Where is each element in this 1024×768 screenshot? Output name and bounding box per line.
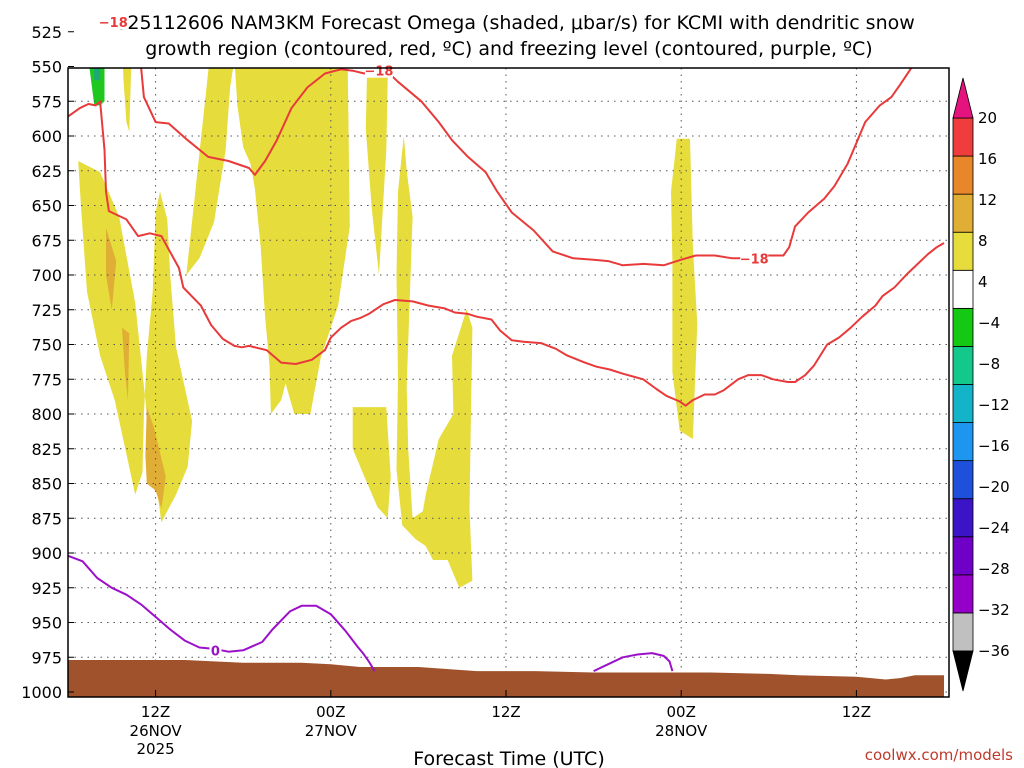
plot-frame: [67, 67, 950, 698]
colorbar-tick-label: 12: [978, 191, 997, 209]
dgz-contour-0: [140, 68, 913, 267]
xtick-date-label: 26NOV: [130, 722, 183, 740]
omega-region-0: [78, 161, 193, 523]
ytick-label-800: 800: [31, 405, 62, 424]
colorbar-under-arrow: [952, 650, 974, 692]
xtick-label: 00Z: [667, 703, 696, 721]
xtick-label: 12Z: [491, 703, 520, 721]
colorbar-bin: [952, 536, 974, 576]
colorbar-bin: [952, 307, 974, 347]
colorbar-tick-label: 4: [978, 273, 988, 291]
colorbar-tick-label: 16: [978, 150, 997, 168]
ytick-label-975: 975: [31, 648, 62, 667]
dgz-label-bg: [740, 250, 769, 266]
ytick-label-525: 525: [31, 23, 62, 42]
ytick-label-725: 725: [31, 301, 62, 320]
ytick-label-925: 925: [31, 579, 62, 598]
colorbar-bin: [952, 422, 974, 462]
colorbar: 20 16 12 8 4 −4 −8 −12 −16 −20 −24 −28 −32 −36: [952, 77, 1010, 692]
credit-link[interactable]: coolwx.com/models: [865, 746, 1013, 764]
y-axis: 525 550 575 600 625 650 675 700 725 750 775 800 825 8…: [21, 23, 74, 702]
omega-region-3: [365, 68, 388, 275]
ytick-label-825: 825: [31, 440, 62, 459]
xtick-year-label: 2025: [137, 740, 175, 758]
colorbar-tick-label: −20: [978, 478, 1010, 496]
omega-region-8: [122, 327, 130, 401]
dgz-contour-label: −18: [99, 16, 128, 31]
ytick-label-650: 650: [31, 197, 62, 216]
ytick-label-550: 550: [31, 58, 62, 77]
ytick-label-775: 775: [31, 370, 62, 389]
colorbar-tick-label: 20: [978, 109, 997, 127]
colorbar-tick-label: 8: [978, 232, 988, 250]
ytick-label-575: 575: [31, 92, 62, 111]
contour-label-layer: −18 −18 −18 0: [99, 14, 769, 659]
ytick-label-850: 850: [31, 475, 62, 494]
freezing-contour-label: 0: [211, 644, 220, 659]
ytick-label-675: 675: [31, 231, 62, 250]
colorbar-over-arrow: [952, 77, 974, 119]
colorbar-tick-label: −36: [978, 642, 1010, 660]
title-line-1: 2025112606 NAM3KM Forecast Omega (shaded…: [103, 12, 915, 34]
ytick-label-875: 875: [31, 509, 62, 528]
colorbar-bin: [952, 384, 974, 423]
grid-layer: [68, 68, 949, 697]
xtick-date-label: 27NOV: [305, 722, 358, 740]
dgz-label-bg: [364, 62, 393, 78]
colorbar-tick-label: −32: [978, 601, 1010, 619]
freezing-label-bg: [209, 642, 222, 658]
freezing-contour-1: [593, 652, 674, 673]
colorbar-bin: [952, 155, 974, 195]
omega-region-7: [106, 227, 117, 310]
colorbar-tick-label: −4: [978, 314, 1000, 332]
colorbar-bin: [952, 346, 974, 385]
colorbar-tick-label: −16: [978, 437, 1010, 455]
omega-region-9: [145, 407, 166, 509]
xtick-label: 12Z: [141, 703, 170, 721]
ytick-label-600: 600: [31, 127, 62, 146]
colorbar-bin: [952, 117, 974, 157]
colorbar-bin: [952, 574, 974, 614]
colorbar-bin: [952, 269, 974, 309]
dgz-contour-label: −18: [740, 252, 769, 267]
colorbar-tick-label: −28: [978, 560, 1010, 578]
omega-region-5: [396, 136, 473, 588]
colorbar-bin: [952, 231, 974, 271]
title-line-2: growth region (contoured, red, ºC) and f…: [145, 38, 872, 60]
dgz-label-bg: [99, 14, 128, 30]
colorbar-tick-label: −24: [978, 519, 1010, 537]
omega-region-11: [89, 68, 105, 106]
colorbar-bin: [952, 193, 974, 233]
contour-layer: [68, 68, 945, 673]
x-axis-label: Forecast Time (UTC): [413, 748, 604, 768]
terrain-layer: [68, 660, 944, 697]
dgz-contour-1: [68, 100, 945, 407]
xtick-label: 00Z: [316, 703, 345, 721]
omega-region-2: [186, 68, 350, 414]
terrain-fill: [68, 660, 944, 697]
ytick-label-700: 700: [31, 266, 62, 285]
freezing-contour-0: [68, 554, 376, 672]
xtick-date-label: 28NOV: [655, 722, 708, 740]
ytick-label-625: 625: [31, 162, 62, 181]
dgz-contour-label: −18: [364, 65, 393, 80]
omega-shading-layer: [78, 68, 698, 588]
colorbar-bin: [952, 612, 974, 652]
plot-area: −18 −18 −18 0: [67, 14, 950, 698]
colorbar-bin: [952, 460, 974, 500]
omega-region-1: [123, 68, 132, 132]
omega-region-6: [671, 138, 698, 440]
colorbar-bin: [952, 498, 974, 538]
colorbar-tick-label: −8: [978, 355, 1000, 373]
ytick-label-900: 900: [31, 544, 62, 563]
ytick-label-1000: 1000: [21, 683, 62, 702]
omega-region-12: [94, 68, 101, 81]
ytick-label-750: 750: [31, 336, 62, 355]
ytick-label-950: 950: [31, 614, 62, 633]
colorbar-tick-label: −12: [978, 396, 1010, 414]
xtick-label: 12Z: [842, 703, 871, 721]
omega-region-4: [352, 407, 391, 519]
